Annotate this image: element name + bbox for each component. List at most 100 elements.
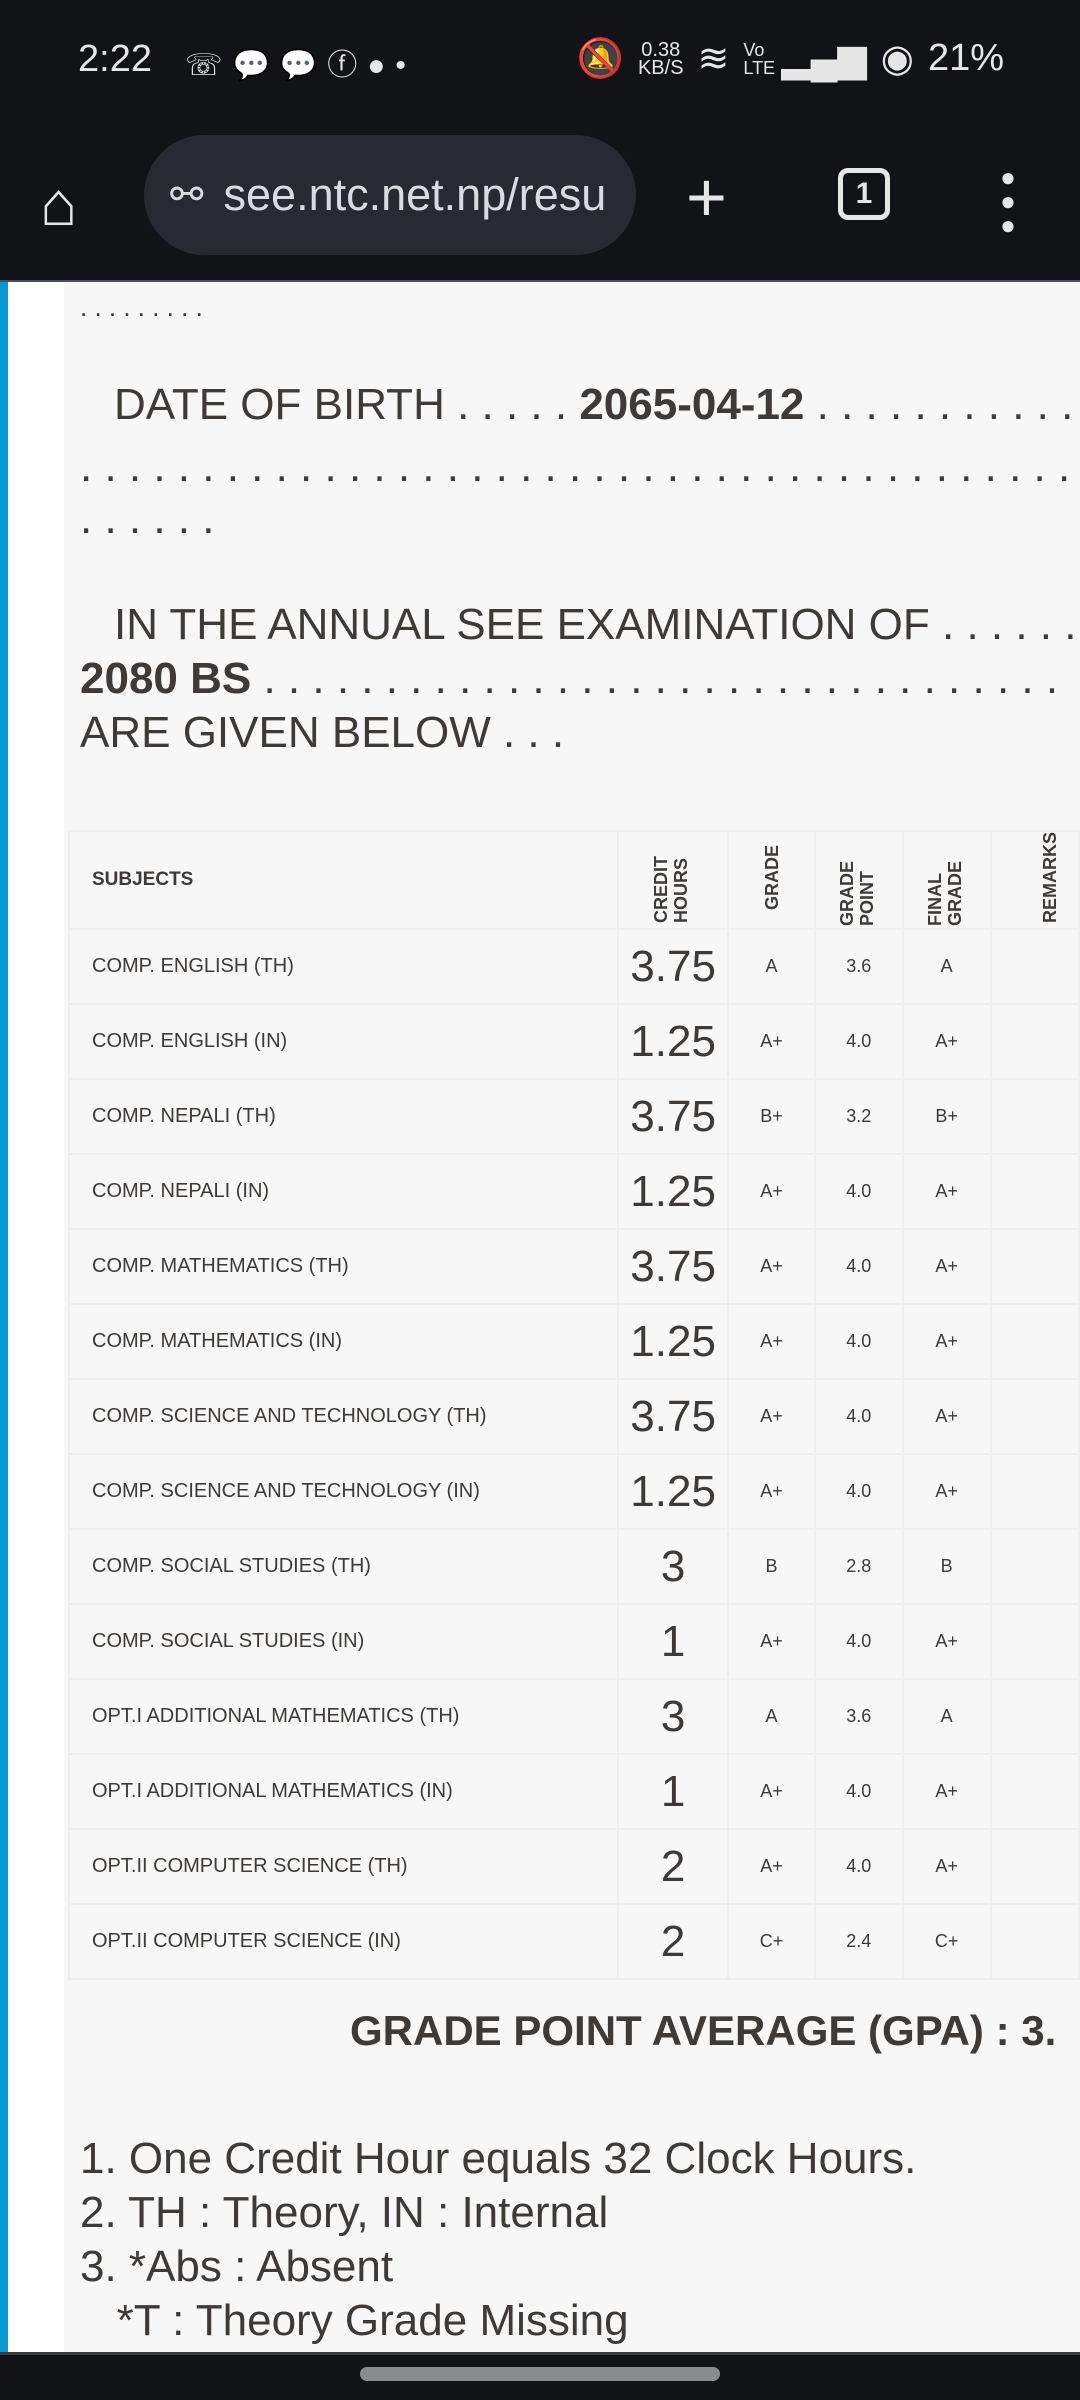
browser-toolbar: ⌂ ⚯ see.ntc.net.np/resu + 1 ● ● ● xyxy=(0,125,1080,280)
credit-hours-cell: 2 xyxy=(616,1828,730,1906)
year-line: 2080 BS . . . . . . . . . . . . . . . . … xyxy=(80,654,1058,704)
grade-cell: A+ xyxy=(727,1603,816,1681)
final-grade-cell: A xyxy=(901,928,992,1006)
grade-point-cell: 4.0 xyxy=(813,1828,904,1906)
credit-hours-cell: 3 xyxy=(616,1528,730,1606)
grade-point-cell: 4.0 xyxy=(813,1153,904,1231)
grade-point-cell: 2.4 xyxy=(813,1903,904,1981)
grade-cell: A+ xyxy=(727,1303,816,1381)
credit-hours-cell: 1.25 xyxy=(616,1003,730,1081)
table-row: COMP. ENGLISH (IN) 1.25 A+ 4.0 A+ xyxy=(68,1003,1080,1081)
remarks-cell xyxy=(989,1603,1080,1681)
grade-cell: A+ xyxy=(727,1153,816,1231)
speed-value: 0.38 xyxy=(641,38,681,61)
header-grade-point: GRADE POINT xyxy=(836,860,877,926)
table-row: COMP. SOCIAL STUDIES (TH) 3 B 2.8 B xyxy=(68,1528,1080,1606)
grade-cell: B xyxy=(727,1528,816,1606)
remarks-cell xyxy=(989,1378,1080,1456)
table-row: COMP. NEPALI (IN) 1.25 A+ 4.0 A+ xyxy=(68,1153,1080,1231)
final-grade-cell: A+ xyxy=(901,1378,992,1456)
grade-cell: B+ xyxy=(727,1078,816,1156)
table-row: COMP. SCIENCE AND TECHNOLOGY (IN) 1.25 A+ 4… xyxy=(68,1453,1080,1531)
grade-point-cell: 2.8 xyxy=(813,1528,904,1606)
grade-point-cell: 3.2 xyxy=(813,1078,904,1156)
messenger-icon: 💬 xyxy=(279,49,328,82)
new-tab-icon[interactable]: + xyxy=(686,158,727,236)
page-margin xyxy=(8,282,64,2352)
final-grade-cell: B xyxy=(901,1528,992,1606)
credit-hours-cell: 3.75 xyxy=(616,1378,730,1456)
final-grade-cell: A+ xyxy=(901,1828,992,1906)
battery-percent: 21% xyxy=(927,37,1004,79)
subject-cell: COMP. NEPALI (IN) xyxy=(68,1153,619,1231)
subject-cell: COMP. SCIENCE AND TECHNOLOGY (IN) xyxy=(68,1453,619,1531)
subject-cell: COMP. SCIENCE AND TECHNOLOGY (TH) xyxy=(68,1378,619,1456)
note-4: *T : Theory Grade Missing xyxy=(80,2296,629,2345)
credit-hours-cell: 3.75 xyxy=(616,928,730,1006)
final-grade-cell: B+ xyxy=(901,1078,992,1156)
grade-point-cell: 4.0 xyxy=(813,1753,904,1831)
wifi-icon: ≋ xyxy=(697,38,730,80)
table-row: OPT.II COMPUTER SCIENCE (TH) 2 A+ 4.0 A+ xyxy=(68,1828,1080,1906)
grade-cell: A+ xyxy=(727,1753,816,1831)
address-bar[interactable]: ⚯ see.ntc.net.np/resu xyxy=(144,135,636,255)
remarks-cell xyxy=(989,1078,1080,1156)
facebook-icon: ⓕ xyxy=(327,49,368,82)
dob-line: DATE OF BIRTH . . . . . 2065-04-12 . . .… xyxy=(114,380,1073,430)
final-grade-cell: C+ xyxy=(901,1903,992,1981)
remarks-cell xyxy=(989,1753,1080,1831)
subject-cell: COMP. SOCIAL STUDIES (IN) xyxy=(68,1603,619,1681)
home-icon[interactable]: ⌂ xyxy=(40,170,78,239)
grade-cell: A+ xyxy=(727,1378,816,1456)
home-handle[interactable] xyxy=(360,2367,720,2381)
final-grade-cell: A+ xyxy=(901,1753,992,1831)
remarks-cell xyxy=(989,1153,1080,1231)
dots-top: . . . . . . . . . xyxy=(80,292,203,322)
grade-cell: A xyxy=(727,928,816,1006)
credit-hours-cell: 1.25 xyxy=(616,1153,730,1231)
notification-icons: ☏💬💬ⓕ●• xyxy=(185,40,416,84)
grade-point-cell: 4.0 xyxy=(813,1003,904,1081)
web-page: . . . . . . . . . DATE OF BIRTH . . . . … xyxy=(0,280,1080,2352)
messenger-icon: 💬 xyxy=(232,49,280,82)
credit-hours-cell: 1.25 xyxy=(616,1303,730,1381)
subject-cell: COMP. ENGLISH (TH) xyxy=(68,928,619,1006)
credit-hours-cell: 3.75 xyxy=(616,1078,730,1156)
tab-switcher-button[interactable]: 1 xyxy=(838,168,890,220)
mute-icon: 🔕 xyxy=(576,37,624,80)
url-text[interactable]: see.ntc.net.np/resu xyxy=(223,169,607,220)
grade-point-cell: 4.0 xyxy=(813,1303,904,1381)
site-settings-icon[interactable]: ⚯ xyxy=(170,173,204,217)
subject-cell: COMP. NEPALI (TH) xyxy=(68,1078,619,1156)
subject-cell: OPT.I ADDITIONAL MATHEMATICS (TH) xyxy=(68,1678,619,1756)
table-row: OPT.I ADDITIONAL MATHEMATICS (TH) 3 A 3.6 A xyxy=(68,1678,1080,1756)
exam-year: 2080 BS xyxy=(80,654,252,703)
note-2: 2. TH : Theory, IN : Internal xyxy=(80,2188,609,2237)
dot-icon: • xyxy=(395,49,416,82)
grade-cell: A+ xyxy=(727,1003,816,1081)
credit-hours-cell: 3.75 xyxy=(616,1228,730,1306)
final-grade-cell: A+ xyxy=(901,1153,992,1231)
remarks-cell xyxy=(989,928,1080,1006)
gesture-nav-bar xyxy=(0,2352,1080,2400)
header-subjects: SUBJECTS xyxy=(68,829,619,931)
clock: 2:22 xyxy=(78,38,152,80)
more-menu-icon[interactable]: ● ● ● xyxy=(1000,162,1016,240)
dob-value: 2065-04-12 xyxy=(579,380,805,429)
grade-point-cell: 4.0 xyxy=(813,1378,904,1456)
credit-hours-cell: 1 xyxy=(616,1603,730,1681)
final-grade-cell: A+ xyxy=(901,1003,992,1081)
header-grade: GRADE xyxy=(761,845,782,911)
subject-cell: COMP. MATHEMATICS (IN) xyxy=(68,1303,619,1381)
given-below: ARE GIVEN BELOW . . . xyxy=(80,708,565,757)
table-row: OPT.I ADDITIONAL MATHEMATICS (IN) 1 A+ 4.0 A… xyxy=(68,1753,1080,1831)
speed-unit: KB/S xyxy=(637,56,684,79)
grade-point-cell: 3.6 xyxy=(813,1678,904,1756)
grade-cell: A+ xyxy=(727,1228,816,1306)
table-row: COMP. MATHEMATICS (IN) 1.25 A+ 4.0 A+ xyxy=(68,1303,1080,1381)
subject-cell: OPT.I ADDITIONAL MATHEMATICS (IN) xyxy=(68,1753,619,1831)
table-row: COMP. SOCIAL STUDIES (IN) 1 A+ 4.0 A+ xyxy=(68,1603,1080,1681)
remarks-cell xyxy=(989,1828,1080,1906)
dob-trail: . . . . . . . . . . . xyxy=(816,380,1074,429)
subject-cell: COMP. MATHEMATICS (TH) xyxy=(68,1228,619,1306)
